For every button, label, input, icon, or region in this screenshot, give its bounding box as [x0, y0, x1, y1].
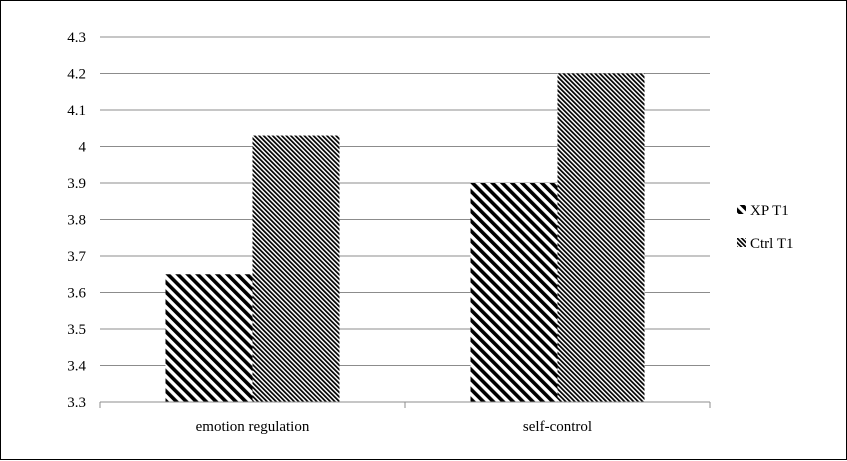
y-tick-label: 3.4 [67, 359, 86, 375]
bar-ctrl-t1 [557, 73, 645, 402]
y-tick-label: 4.1 [67, 103, 86, 119]
category-label: self-control [523, 419, 592, 435]
y-tick-label: 4.3 [67, 30, 86, 46]
x-axis [99, 401, 711, 408]
y-tick-label: 4 [79, 140, 87, 156]
legend-label: Ctrl T1 [750, 236, 793, 252]
y-axis-ticks: 3.3 3.4 3.5 3.6 3.7 3.8 3.9 4 4.1 4.2 4.3 [67, 30, 86, 411]
y-tick-label: 3.8 [67, 213, 86, 229]
category-label: emotion regulation [196, 419, 310, 435]
y-tick-label: 3.9 [67, 176, 86, 192]
legend-swatch [737, 238, 746, 247]
bar-xp-t1 [165, 274, 253, 402]
category-labels: emotion regulation self-control [196, 419, 592, 435]
y-tick-label: 4.2 [67, 67, 86, 83]
bar-ctrl-t1 [252, 135, 340, 403]
legend-label: XP T1 [750, 203, 789, 219]
bar-xp-t1 [470, 183, 558, 402]
legend: XP T1 Ctrl T1 [737, 203, 793, 252]
y-tick-label: 3.6 [67, 286, 86, 302]
legend-swatch [737, 205, 746, 214]
y-tick-label: 3.3 [67, 395, 86, 411]
y-tick-label: 3.7 [67, 249, 86, 265]
bars [165, 73, 645, 403]
y-tick-label: 3.5 [67, 322, 86, 338]
